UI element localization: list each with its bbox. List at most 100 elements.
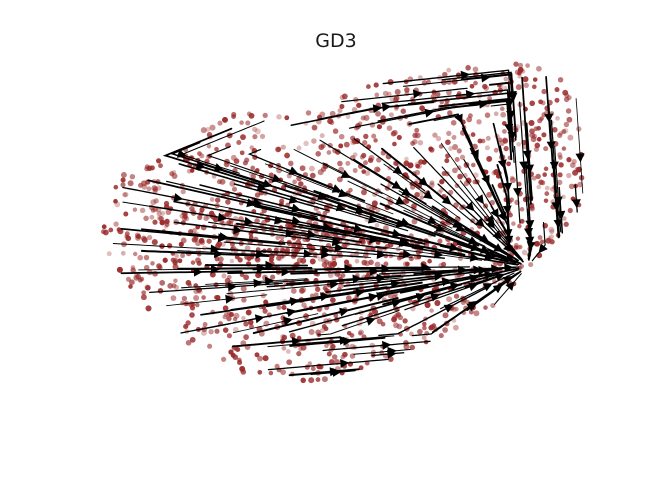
stream-arrowhead xyxy=(421,262,431,272)
cell-point xyxy=(485,135,491,141)
stream-arrowhead xyxy=(479,233,490,243)
cell-point xyxy=(321,262,328,268)
cell-point xyxy=(536,65,542,72)
cell-point xyxy=(549,229,555,235)
cell-point xyxy=(156,185,162,191)
cell-point xyxy=(348,187,353,193)
stream-arrowhead xyxy=(217,212,228,222)
cell-point xyxy=(554,97,560,103)
cell-point xyxy=(286,222,292,229)
cell-point xyxy=(254,352,260,358)
cell-point xyxy=(536,184,542,190)
cell-point xyxy=(292,179,297,185)
cell-point xyxy=(441,171,447,176)
cell-point xyxy=(561,194,566,200)
cell-point xyxy=(530,136,537,143)
cell-point xyxy=(185,320,191,326)
cell-point xyxy=(317,169,324,176)
cell-point xyxy=(123,211,129,217)
streamline xyxy=(177,250,318,258)
cell-point xyxy=(145,305,152,312)
cell-point xyxy=(431,323,437,328)
cell-point xyxy=(301,302,307,308)
cell-point xyxy=(441,171,447,176)
cell-point xyxy=(141,290,147,296)
cell-point xyxy=(516,181,522,187)
cell-point xyxy=(421,159,427,165)
stream-arrowhead xyxy=(502,205,512,215)
cell-point xyxy=(417,139,424,146)
stream-arrowhead xyxy=(265,260,275,270)
cell-point xyxy=(468,309,474,315)
streamline xyxy=(232,313,319,334)
cell-point xyxy=(181,215,188,221)
stream-arrowhead xyxy=(544,113,554,123)
stream-arrowhead xyxy=(449,282,460,291)
cell-point xyxy=(446,79,452,85)
cell-point xyxy=(321,376,328,383)
cell-point xyxy=(242,160,248,166)
cell-point xyxy=(531,133,538,140)
cell-point xyxy=(120,182,126,188)
stream-arrowhead xyxy=(320,292,330,302)
cell-point xyxy=(500,111,507,118)
cell-point xyxy=(429,182,435,188)
stream-arrowhead xyxy=(430,292,441,302)
cell-point xyxy=(417,75,423,81)
stream-arrowhead xyxy=(225,294,235,304)
cell-point xyxy=(532,77,538,82)
cell-point xyxy=(566,172,572,179)
cell-point xyxy=(226,315,232,322)
cell-point xyxy=(515,236,521,241)
cell-point xyxy=(215,294,221,301)
cell-point xyxy=(321,262,328,268)
streamline xyxy=(286,168,366,202)
cell-point xyxy=(374,261,381,268)
cell-point xyxy=(300,377,306,383)
cell-point xyxy=(361,152,367,158)
cell-point xyxy=(180,189,186,195)
cell-point xyxy=(565,108,572,114)
cell-point xyxy=(171,173,178,180)
cell-point xyxy=(143,254,150,261)
streamline xyxy=(411,246,519,266)
cell-point xyxy=(451,134,457,140)
cell-point xyxy=(133,251,138,257)
cell-point xyxy=(364,260,371,267)
cell-point xyxy=(519,207,525,212)
cell-point xyxy=(206,132,213,138)
cell-point xyxy=(296,350,302,357)
cell-point xyxy=(255,168,260,173)
cell-point xyxy=(558,155,563,160)
cell-point xyxy=(411,203,417,209)
streamline xyxy=(375,245,483,261)
cell-point xyxy=(189,168,195,173)
cell-point xyxy=(531,175,537,181)
cell-point xyxy=(534,142,541,149)
cell-point xyxy=(221,356,227,362)
cell-point xyxy=(331,254,337,260)
cell-point xyxy=(373,138,378,143)
cell-point xyxy=(226,315,232,322)
stream-arrowhead xyxy=(524,228,533,238)
cell-point xyxy=(382,90,389,97)
stream-arrowhead xyxy=(571,199,581,209)
stream-arrowhead xyxy=(465,201,475,212)
cell-point xyxy=(441,261,447,267)
cell-point xyxy=(561,146,567,151)
cell-point xyxy=(563,121,570,128)
cell-point xyxy=(299,165,306,172)
cell-point xyxy=(533,146,539,152)
cell-point xyxy=(410,140,416,146)
cell-point xyxy=(543,146,549,152)
cell-point xyxy=(509,175,515,181)
cell-point xyxy=(513,245,519,250)
cell-point xyxy=(403,343,410,350)
cell-point xyxy=(548,226,555,233)
streamline xyxy=(382,273,497,306)
cell-point xyxy=(125,235,132,242)
cell-point xyxy=(376,167,381,172)
stream-arrowhead xyxy=(503,242,513,253)
streamline xyxy=(521,76,532,205)
cell-point xyxy=(248,235,254,240)
